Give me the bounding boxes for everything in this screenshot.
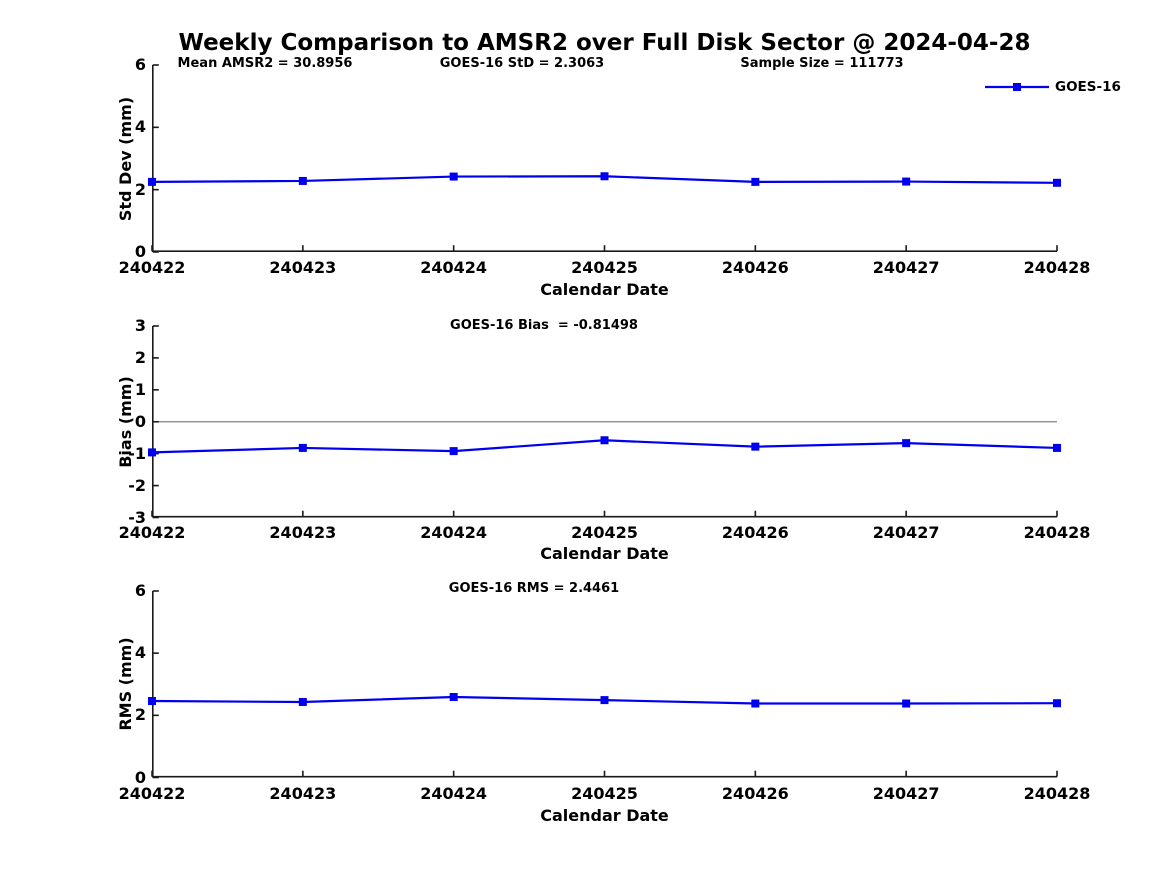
goes-16-marker — [902, 177, 911, 186]
x-tick-label: 240426 — [721, 523, 789, 542]
goes-16-marker — [148, 448, 156, 457]
y-tick-label: 0 — [134, 242, 146, 261]
goes-16-marker — [751, 442, 760, 451]
y-tick-label: 6 — [134, 581, 146, 600]
goes-16-marker — [1053, 178, 1061, 187]
goes-16-marker — [148, 697, 156, 706]
x-axis-label: Calendar Date — [540, 544, 669, 563]
y-tick-label: 4 — [134, 117, 146, 137]
x-tick-label: 240423 — [269, 784, 337, 803]
x-tick-label: 240427 — [872, 258, 940, 277]
subplot-0-canvas — [148, 64, 1061, 253]
y-tick-label: 0 — [134, 767, 146, 787]
y-axis-label: Std Dev (mm) — [116, 96, 135, 221]
x-tick-label: 240423 — [269, 258, 337, 277]
x-tick-label: 240425 — [571, 523, 638, 542]
x-tick-label: 240428 — [1023, 523, 1091, 542]
x-tick-label: 240424 — [420, 258, 488, 277]
axis-spines — [152, 591, 1057, 778]
goes-16-marker — [449, 692, 458, 701]
annotation-mean-amsr2: Mean AMSR2 = 30.8956 — [177, 56, 353, 71]
x-axis-label: Calendar Date — [540, 806, 669, 825]
y-tick-label: 0 — [134, 411, 146, 431]
annotation-goes16-std: GOES-16 StD = 2.3063 — [439, 56, 605, 71]
x-tick-label: 240424 — [420, 784, 488, 803]
goes-16-marker — [1053, 443, 1061, 452]
x-axis-label: Calendar Date — [540, 280, 669, 299]
goes-16-marker — [600, 696, 609, 705]
y-tick-label: 1 — [134, 379, 146, 399]
x-tick-label: 240422 — [118, 523, 186, 542]
goes-16-marker — [449, 172, 458, 181]
annotation-goes16-rms: GOES-16 RMS = 2.4461 — [448, 581, 620, 596]
x-tick-label: 240425 — [571, 258, 638, 277]
goes-16-marker — [148, 177, 156, 186]
goes-16-marker — [600, 436, 609, 445]
y-axis-label: RMS (mm) — [116, 637, 135, 731]
y-tick-label: 6 — [134, 55, 146, 74]
goes-16-marker — [600, 172, 609, 181]
y-tick-label: 2 — [134, 179, 146, 199]
y-tick-label: 2 — [134, 347, 146, 367]
x-tick-label: 240427 — [872, 784, 940, 803]
goes-16-marker — [298, 443, 307, 452]
chart-title: Weekly Comparison to AMSR2 over Full Dis… — [178, 30, 1031, 56]
goes-16-marker — [751, 699, 760, 708]
y-tick-label: 3 — [134, 316, 146, 335]
goes-16-marker — [902, 439, 911, 448]
annotation-sample-size: Sample Size = 111773 — [740, 56, 904, 71]
x-tick-label: 240427 — [872, 523, 940, 542]
x-tick-label: 240424 — [420, 523, 488, 542]
y-tick-label: -2 — [128, 475, 146, 495]
goes-16-marker — [751, 177, 760, 186]
goes-16-marker — [902, 699, 911, 708]
subplot-2-canvas — [148, 590, 1061, 779]
y-tick-label: 2 — [134, 705, 146, 725]
goes-16-marker — [298, 176, 307, 185]
goes-16-marker — [1053, 699, 1061, 708]
y-tick-label: 4 — [134, 643, 146, 663]
goes-16-marker — [449, 447, 458, 456]
legend: GOES-16 — [985, 78, 1121, 96]
y-tick-label: -1 — [128, 443, 146, 463]
y-tick-label: -3 — [128, 507, 146, 527]
goes-16-marker — [298, 697, 307, 706]
x-tick-label: 240423 — [269, 523, 337, 542]
x-tick-label: 240426 — [721, 258, 789, 277]
y-axis-label: Bias (mm) — [116, 375, 135, 468]
subplot-1-canvas — [148, 325, 1061, 519]
x-tick-label: 240426 — [721, 784, 789, 803]
annotation-goes16-bias: GOES-16 Bias = -0.81498 — [450, 318, 638, 333]
x-tick-label: 240422 — [118, 258, 186, 277]
x-tick-label: 240428 — [1023, 784, 1091, 803]
legend-line-marker-icon — [985, 83, 1049, 91]
x-tick-label: 240428 — [1023, 258, 1091, 277]
x-tick-label: 240425 — [571, 784, 638, 803]
axis-spines — [152, 65, 1057, 252]
legend-label: GOES-16 — [1055, 79, 1121, 95]
x-tick-label: 240422 — [118, 784, 186, 803]
